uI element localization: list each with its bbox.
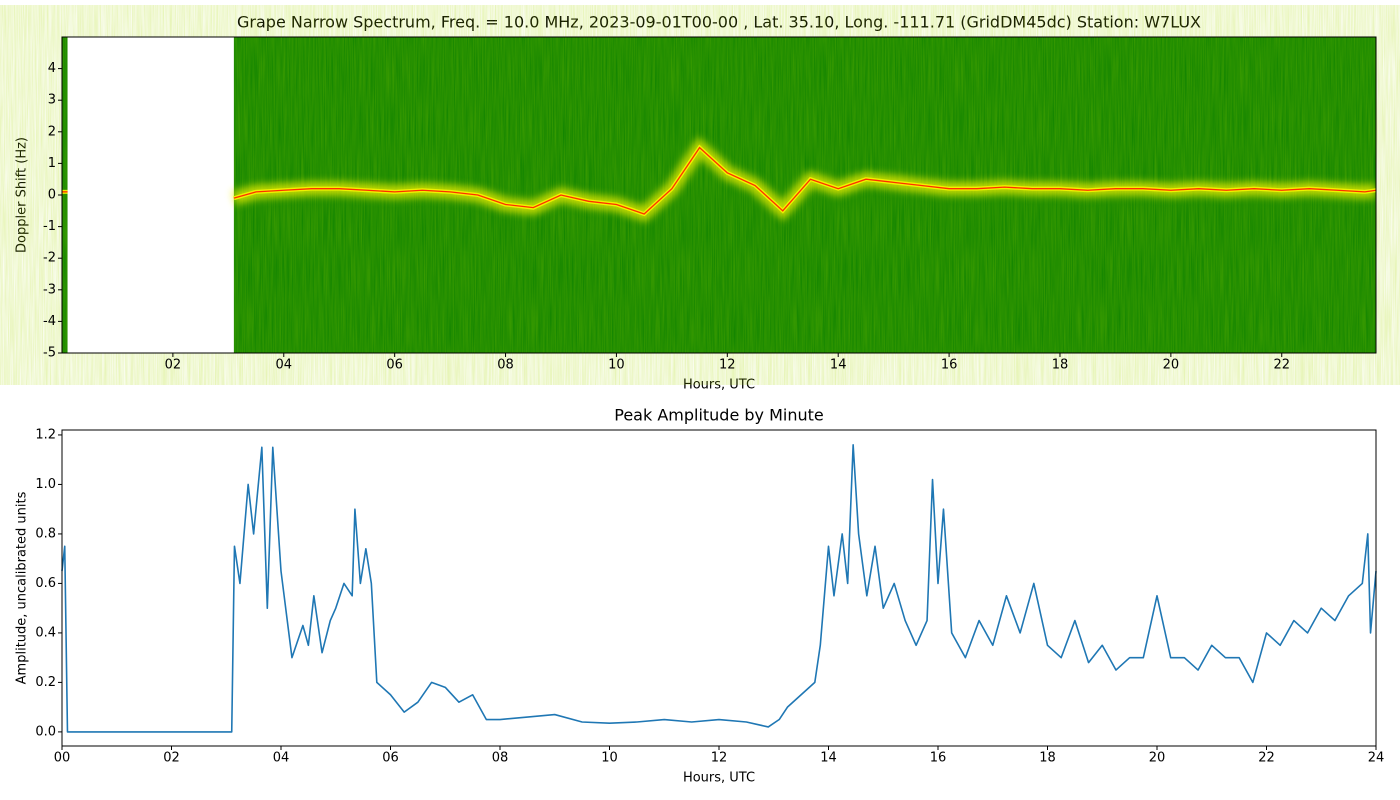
y-tick-label: 0.4: [35, 625, 56, 640]
x-tick-label: 18: [1052, 358, 1069, 373]
x-tick-label: 22: [1273, 358, 1290, 373]
chart-title: Grape Narrow Spectrum, Freq. = 10.0 MHz,…: [237, 13, 1201, 32]
x-tick-label: 06: [386, 358, 403, 373]
y-tick-label: 0: [48, 188, 56, 203]
x-tick-label: 24: [1368, 751, 1385, 766]
y-tick-label: 1: [48, 156, 56, 171]
y-tick-label: 3: [48, 93, 56, 108]
y-tick-label: 1.2: [35, 427, 56, 442]
x-tick-label: 14: [820, 751, 837, 766]
x-tick-label: 12: [719, 358, 736, 373]
y-tick-label: 0.0: [35, 724, 56, 739]
x-tick-label: 20: [1149, 751, 1166, 766]
y-tick-label: -1: [43, 219, 56, 234]
doppler-trace-core: [233, 146, 1376, 215]
x-tick-label: 04: [275, 358, 292, 373]
y-tick-label: -3: [43, 282, 56, 297]
x-tick-label: 04: [273, 751, 290, 766]
x-tick-label: 12: [711, 751, 728, 766]
amplitude-line: [61, 444, 1377, 733]
y-tick-label: -4: [43, 314, 56, 329]
x-tick-label: 02: [163, 751, 180, 766]
x-tick-label: 08: [492, 751, 509, 766]
x-tick-label: 22: [1258, 751, 1275, 766]
x-tick-label: 10: [608, 358, 625, 373]
y-tick-label: 0.6: [35, 576, 56, 591]
no-data-region: [67, 37, 234, 353]
x-tick-label: 02: [165, 358, 182, 373]
x-tick-label: 06: [382, 751, 399, 766]
y-tick-label: 0.2: [35, 675, 56, 690]
x-tick-label: 16: [930, 751, 947, 766]
y-axis-label: Amplitude, uncalibrated units: [15, 491, 30, 684]
y-tick-label: -2: [43, 251, 56, 266]
y-tick-label: 4: [48, 61, 56, 76]
x-tick-label: 14: [830, 358, 847, 373]
y-tick-label: -5: [43, 346, 56, 361]
x-tick-label: 16: [941, 358, 958, 373]
y-tick-label: 0.8: [35, 526, 56, 541]
x-axis-label: Hours, UTC: [683, 378, 755, 393]
y-tick-label: 2: [48, 124, 56, 139]
y-axis-label: Doppler Shift (Hz): [15, 137, 30, 253]
x-tick-label: 18: [1039, 751, 1056, 766]
chart-title: Peak Amplitude by Minute: [614, 406, 824, 425]
y-tick-label: 1.0: [35, 477, 56, 492]
x-tick-label: 08: [497, 358, 514, 373]
x-tick-label: 20: [1163, 358, 1180, 373]
x-axis-label: Hours, UTC: [683, 771, 755, 786]
x-tick-label: 10: [601, 751, 618, 766]
x-tick-label: 00: [54, 751, 71, 766]
